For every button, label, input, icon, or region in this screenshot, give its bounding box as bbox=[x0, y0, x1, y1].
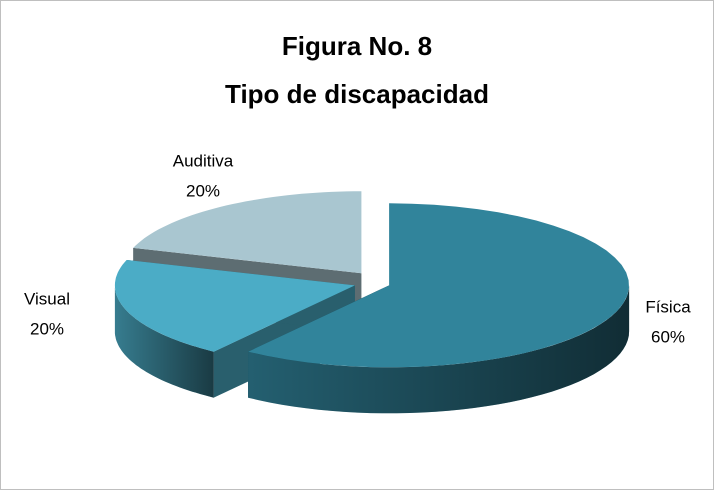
chart-subtitle: Tipo de discapacidad bbox=[225, 79, 489, 109]
pie-slice bbox=[114, 259, 355, 398]
value-label: 20% bbox=[30, 319, 64, 338]
slice-wall-shade bbox=[114, 285, 214, 398]
category-label: Auditiva bbox=[173, 151, 234, 170]
pie-slice bbox=[248, 203, 630, 414]
chart-title: Figura No. 8 bbox=[282, 31, 432, 61]
slice-wall-shade bbox=[248, 285, 630, 414]
slice-top bbox=[114, 260, 355, 352]
value-label: 20% bbox=[186, 181, 220, 200]
category-label: Física bbox=[645, 297, 691, 316]
category-label: Visual bbox=[24, 289, 70, 308]
value-label: 60% bbox=[651, 327, 685, 346]
slice-top bbox=[133, 191, 362, 274]
slice-top bbox=[248, 203, 629, 368]
pie bbox=[114, 191, 630, 414]
